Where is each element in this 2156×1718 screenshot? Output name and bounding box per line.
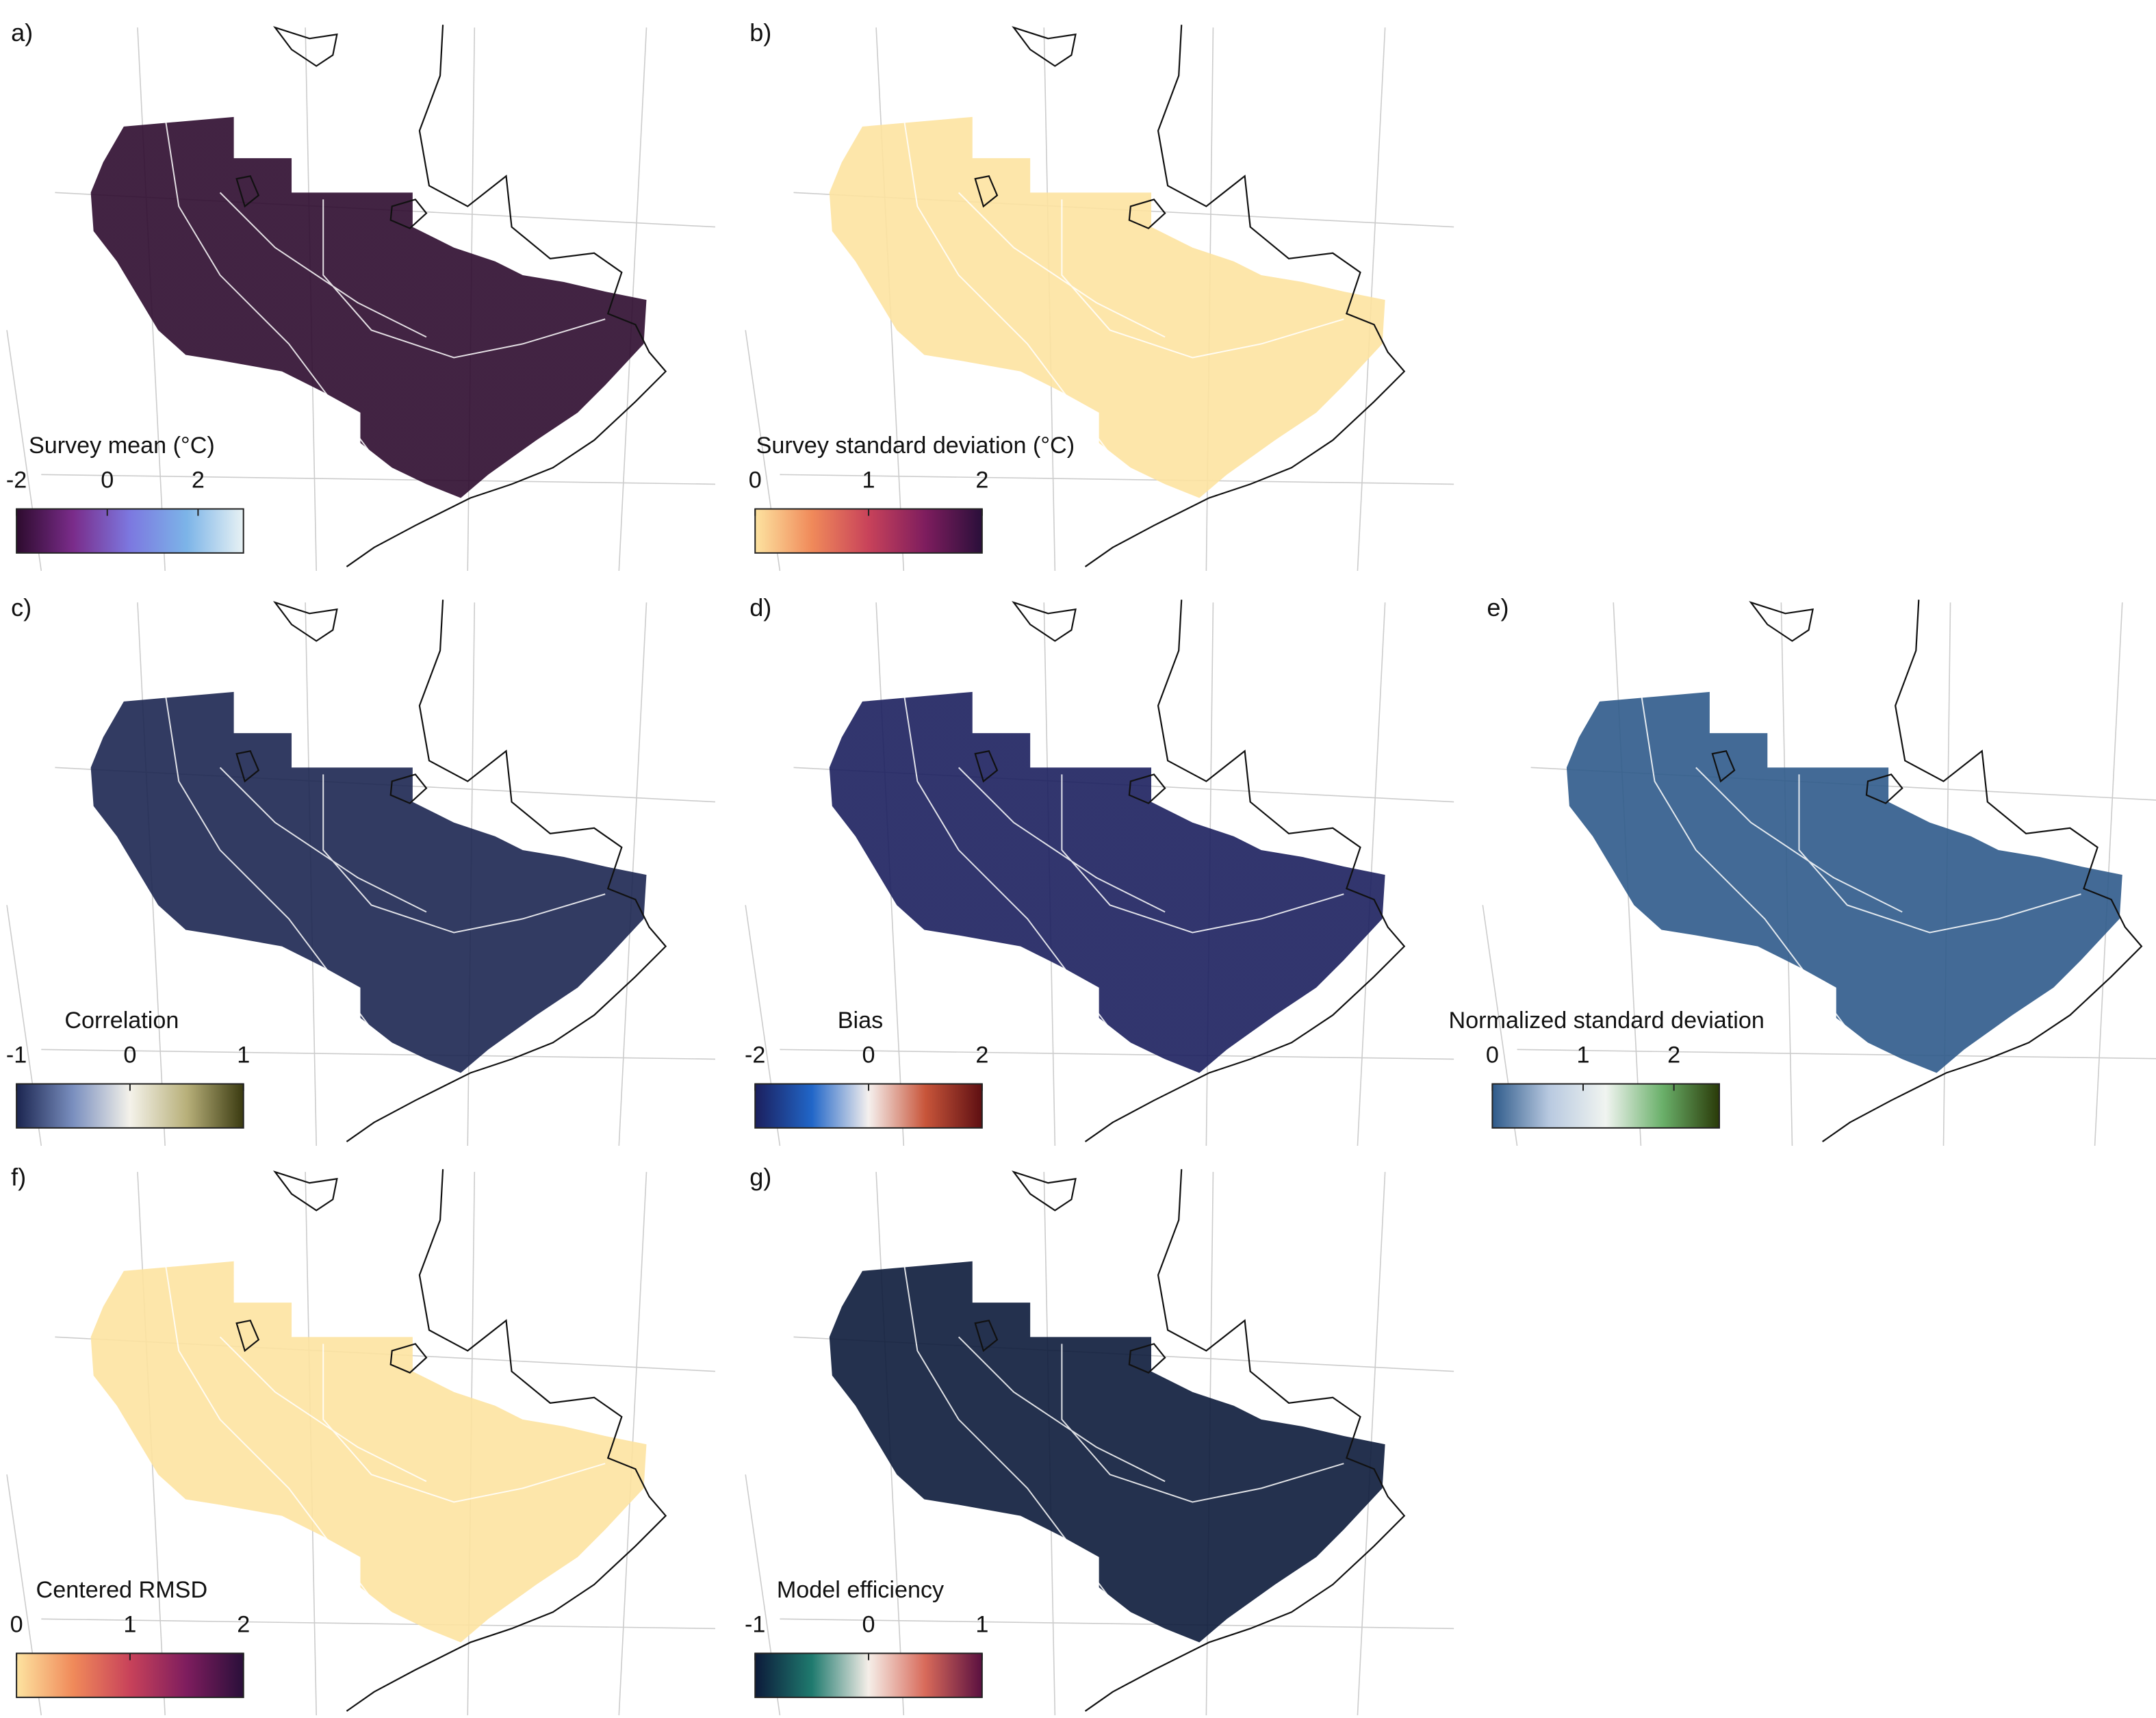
island: [974, 175, 999, 208]
panel-label: a): [11, 18, 33, 47]
colorbar-tick-label: 0: [749, 467, 762, 493]
colorbar-title: Normalized standard deviation: [1448, 1008, 1764, 1034]
colorbar: [16, 1652, 244, 1698]
colorbar: [754, 508, 983, 554]
island: [1128, 198, 1166, 229]
island: [272, 601, 338, 642]
panel-label: e): [1487, 593, 1509, 621]
island: [974, 1319, 999, 1352]
colorbar-tick-label: 0: [1486, 1042, 1499, 1068]
island: [1749, 601, 1814, 642]
island: [235, 175, 260, 208]
depth-contour: [903, 116, 1344, 454]
colorbar-tick-label: 0: [101, 467, 114, 493]
coastline: [1822, 600, 2143, 1142]
coastline: [346, 1169, 667, 1712]
coastline: [1084, 1169, 1406, 1712]
colorbar-tick-label: 1: [123, 1611, 136, 1637]
island: [1711, 749, 1736, 783]
island: [974, 749, 999, 783]
colorbar-title: Survey standard deviation (°C): [756, 433, 1075, 459]
map-panel: d) Bias -2 0 2: [745, 593, 1454, 1146]
coastline: [346, 600, 667, 1142]
island: [1865, 773, 1903, 804]
depth-contour: [1640, 691, 2081, 1029]
colorbar-title: Centered RMSD: [36, 1577, 208, 1603]
island: [389, 773, 428, 804]
panel-label: f): [11, 1163, 26, 1191]
colorbar-tick-label: 2: [975, 467, 988, 493]
colorbar-tick-label: 0: [123, 1042, 136, 1068]
graticule: [780, 1618, 1454, 1630]
island: [235, 749, 260, 783]
graticule: [780, 474, 1454, 485]
map-panel: b) Survey standard deviation (°C) 0 1 2: [745, 18, 1454, 572]
depth-contour: [164, 1261, 606, 1599]
colorbar: [754, 1652, 983, 1698]
graticule: [780, 1049, 1454, 1060]
colorbar-tick-label: 1: [975, 1611, 988, 1637]
colorbar-tick-label: 1: [237, 1042, 250, 1068]
island: [1012, 26, 1077, 67]
graticule: [41, 474, 715, 485]
island: [389, 198, 428, 229]
colorbar-tick-label: 2: [192, 467, 205, 493]
island: [389, 1343, 428, 1374]
colorbar-title: Bias: [838, 1008, 883, 1034]
colorbar-tick-label: 1: [862, 467, 875, 493]
coastline: [346, 25, 667, 567]
map-panel: f) Centered RMSD 0 1 2: [6, 1163, 716, 1716]
colorbar-tick-label: -2: [745, 1042, 765, 1068]
depth-contour: [903, 691, 1344, 1029]
colorbar-tick-label: -1: [745, 1611, 765, 1637]
map-panel: e) Normalized standard deviation 0 1 2: [1448, 593, 2156, 1146]
island: [272, 1170, 338, 1211]
island: [235, 1319, 260, 1352]
colorbar-title: Correlation: [64, 1008, 179, 1034]
colorbar-tick-label: 2: [975, 1042, 988, 1068]
island: [1128, 773, 1166, 804]
colorbar-tick-label: -2: [6, 467, 27, 493]
island: [1012, 601, 1077, 642]
panel-label: d): [749, 593, 771, 621]
colorbar-title: Model efficiency: [777, 1577, 945, 1603]
colorbar-tick-label: 2: [1667, 1042, 1680, 1068]
graticule: [1517, 1049, 2156, 1060]
graticule: [41, 1049, 715, 1060]
depth-contour: [903, 1261, 1344, 1599]
colorbar-tick-label: 0: [10, 1611, 23, 1637]
panel-label: g): [749, 1163, 771, 1191]
colorbar-tick-label: -1: [6, 1042, 27, 1068]
colorbar-tick-label: 2: [237, 1611, 250, 1637]
colorbar: [1491, 1083, 1720, 1129]
colorbar-tick-label: 0: [862, 1611, 875, 1637]
island: [272, 26, 338, 67]
map-panel: a) Survey mean (°C)-2 0 2: [6, 18, 716, 572]
island: [1012, 1170, 1077, 1211]
colorbar-title: Survey mean (°C): [29, 433, 215, 459]
map-panel: g) Model efficiency -1 0 1: [745, 1163, 1454, 1716]
panel-label: c): [11, 593, 31, 621]
depth-contour: [164, 116, 606, 454]
coastline: [1084, 600, 1406, 1142]
colorbar: [16, 508, 244, 554]
colorbar-tick-label: 0: [862, 1042, 875, 1068]
island: [1128, 1343, 1166, 1374]
coastline: [1084, 25, 1406, 567]
depth-contour: [164, 691, 606, 1029]
map-panel: c) Correlation -1 0 1: [6, 593, 716, 1146]
panel-label: b): [749, 18, 771, 47]
colorbar: [754, 1083, 983, 1129]
graticule: [41, 1618, 715, 1630]
colorbar-tick-label: 1: [1577, 1042, 1590, 1068]
